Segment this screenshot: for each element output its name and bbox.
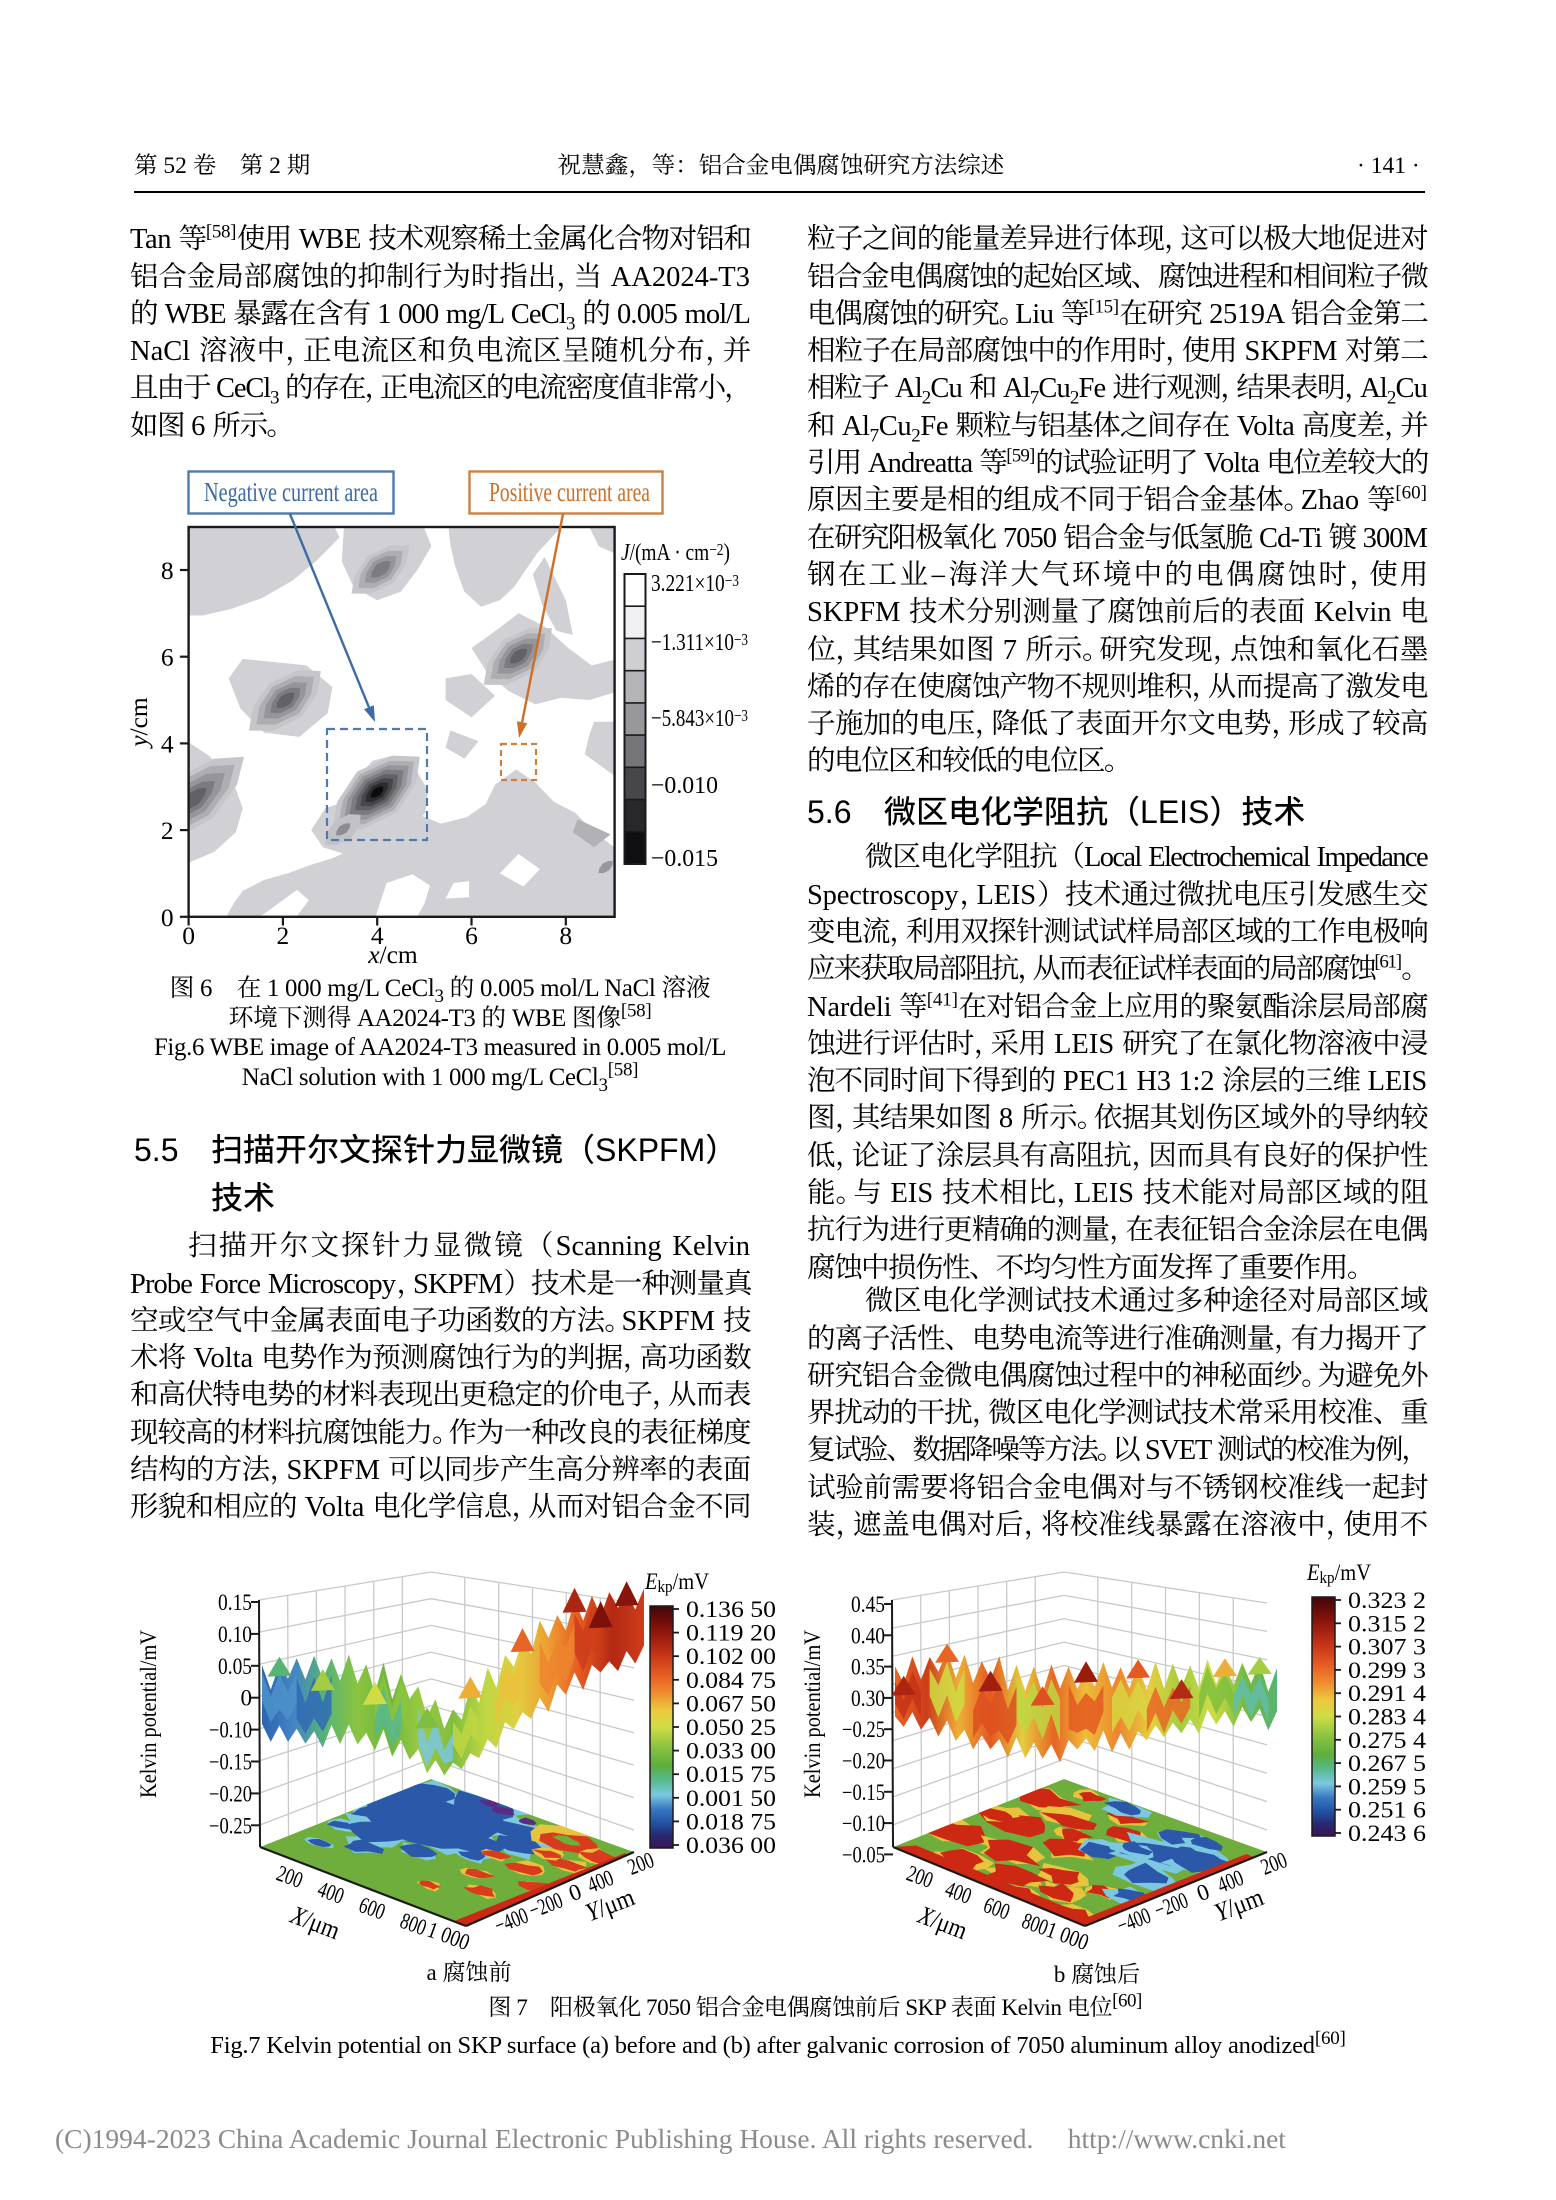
svg-text:0: 0 — [1193, 1879, 1213, 1906]
svg-text:Ekp/mV: Ekp/mV — [1306, 1560, 1371, 1587]
svg-text:0.291 4: 0.291 4 — [1348, 1681, 1426, 1707]
svg-text:0.102 00: 0.102 00 — [686, 1644, 776, 1670]
svg-text:3.221×10−3: 3.221×10−3 — [651, 570, 739, 597]
svg-text:0.033 00: 0.033 00 — [686, 1739, 776, 1765]
svg-text:600: 600 — [356, 1892, 389, 1924]
svg-text:8: 8 — [559, 921, 572, 950]
svg-text:4: 4 — [161, 729, 174, 758]
svg-text:−0.10: −0.10 — [209, 1718, 252, 1743]
svg-text:2: 2 — [161, 816, 174, 845]
svg-text:0.323 2: 0.323 2 — [1348, 1588, 1426, 1614]
svg-text:0.299 3: 0.299 3 — [1348, 1658, 1426, 1684]
svg-text:−1.311×10−3: −1.311×10−3 — [651, 629, 748, 656]
svg-text:0.30: 0.30 — [851, 1686, 885, 1711]
svg-text:0: 0 — [182, 921, 195, 950]
svg-text:−0.15: −0.15 — [209, 1750, 252, 1775]
svg-text:6: 6 — [161, 643, 174, 672]
svg-text:0.45: 0.45 — [851, 1592, 885, 1617]
svg-text:0.35: 0.35 — [851, 1655, 885, 1680]
svg-text:Ekp/mV: Ekp/mV — [644, 1569, 709, 1596]
svg-text:Negative current area: Negative current area — [204, 477, 378, 507]
svg-text:0.267 5: 0.267 5 — [1348, 1751, 1426, 1777]
svg-text:−0.10: −0.10 — [842, 1811, 885, 1836]
svg-text:−0.05: −0.05 — [842, 1842, 885, 1867]
svg-text:400: 400 — [314, 1876, 347, 1908]
svg-text:0.119 20: 0.119 20 — [686, 1621, 776, 1647]
svg-text:8: 8 — [161, 556, 174, 585]
svg-text:0.018 75: 0.018 75 — [686, 1809, 776, 1835]
svg-text:0.40: 0.40 — [851, 1623, 885, 1648]
svg-text:0: 0 — [241, 1686, 253, 1711]
svg-text:0.259 5: 0.259 5 — [1348, 1774, 1426, 1800]
svg-text:−0.25: −0.25 — [209, 1813, 252, 1838]
svg-text:0.050 25: 0.050 25 — [686, 1715, 776, 1741]
svg-text:200: 200 — [273, 1861, 306, 1893]
svg-text:−0.20: −0.20 — [842, 1749, 885, 1774]
svg-text:600: 600 — [980, 1892, 1013, 1924]
svg-text:J/(mA · cm−2): J/(mA · cm−2) — [621, 539, 730, 566]
svg-text:Kelvin potential/mV: Kelvin potential/mV — [800, 1630, 825, 1798]
svg-text:Positive current area: Positive current area — [489, 477, 650, 507]
svg-text:0.067 50: 0.067 50 — [686, 1691, 776, 1717]
svg-text:−0.20: −0.20 — [209, 1781, 252, 1806]
svg-text:Kelvin potential/mV: Kelvin potential/mV — [136, 1630, 161, 1798]
svg-text:y/cm: y/cm — [124, 697, 153, 750]
svg-text:0.307 3: 0.307 3 — [1348, 1635, 1426, 1661]
svg-text:2: 2 — [277, 921, 290, 950]
svg-text:400: 400 — [942, 1876, 975, 1908]
svg-text:0.275 4: 0.275 4 — [1348, 1728, 1426, 1754]
svg-text:0.315 2: 0.315 2 — [1348, 1611, 1426, 1637]
svg-text:0.15: 0.15 — [218, 1590, 252, 1615]
svg-text:0.243 6: 0.243 6 — [1348, 1821, 1426, 1847]
svg-text:−0.25: −0.25 — [842, 1717, 885, 1742]
svg-text:0.283 4: 0.283 4 — [1348, 1705, 1426, 1731]
svg-text:−5.843×10−3: −5.843×10−3 — [651, 705, 748, 732]
svg-text:6: 6 — [465, 921, 478, 950]
svg-text:4: 4 — [371, 921, 384, 950]
svg-text:0.001 50: 0.001 50 — [686, 1786, 776, 1812]
svg-text:0.084 75: 0.084 75 — [686, 1668, 776, 1694]
svg-text:0.136 50: 0.136 50 — [686, 1597, 776, 1623]
svg-text:−0.15: −0.15 — [842, 1780, 885, 1805]
svg-text:0.05: 0.05 — [218, 1654, 252, 1679]
svg-text:0.251 6: 0.251 6 — [1348, 1798, 1426, 1824]
svg-text:−0.010: −0.010 — [651, 772, 718, 799]
svg-text:200: 200 — [903, 1861, 936, 1893]
svg-text:x/cm: x/cm — [367, 940, 418, 969]
svg-text:0.10: 0.10 — [218, 1622, 252, 1647]
svg-text:0.036 00: 0.036 00 — [686, 1833, 776, 1859]
svg-text:0.015 75: 0.015 75 — [686, 1762, 776, 1788]
svg-text:0: 0 — [161, 903, 174, 932]
svg-text:−0.015: −0.015 — [651, 845, 718, 872]
